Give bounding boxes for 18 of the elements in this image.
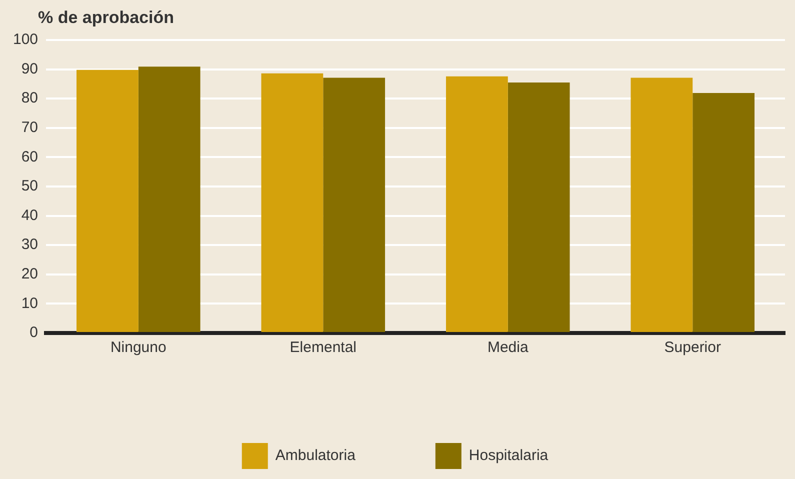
y-axis-title: % de aprobación [38, 8, 174, 28]
y-tick-label: 80 [21, 90, 38, 107]
y-tick-label: 60 [21, 148, 38, 166]
x-tick-label: Elemental [290, 339, 356, 356]
x-tick-label: Ninguno [110, 339, 166, 356]
y-tick-label: 100 [12, 31, 38, 48]
y-tick-label: 40 [21, 206, 38, 224]
x-tick-label: Media [487, 339, 529, 356]
legend-label: Ambulatoria [275, 447, 356, 464]
y-tick-label: 50 [21, 178, 38, 195]
y-tick-label: 0 [30, 324, 38, 342]
y-tick-label: 20 [21, 266, 38, 283]
y-tick-label: 10 [21, 294, 38, 312]
y-tick-label: 70 [21, 119, 38, 136]
x-tick-label: Superior [664, 339, 721, 356]
y-tick-label: 90 [21, 60, 38, 78]
y-tick-label: 30 [21, 236, 38, 254]
legend-label: Hospitalaria [468, 447, 549, 464]
